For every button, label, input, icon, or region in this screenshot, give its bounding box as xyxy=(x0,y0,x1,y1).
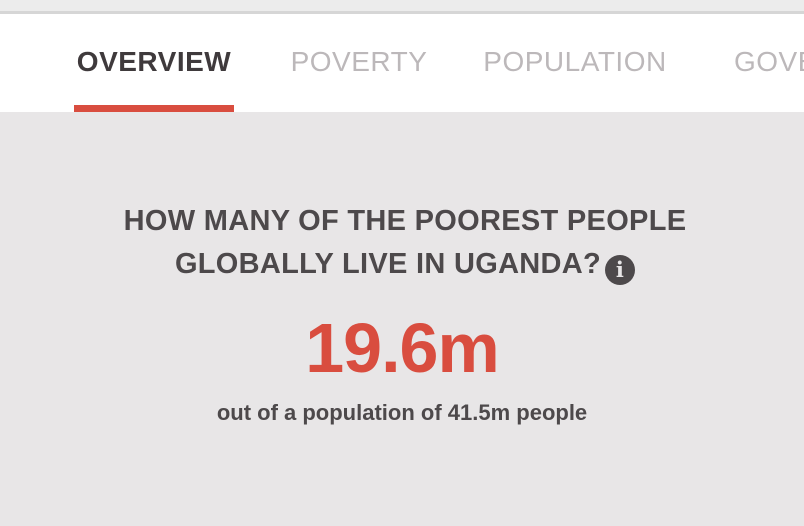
question-line-1: HOW MANY OF THE POOREST PEOPLE xyxy=(123,205,687,237)
tab-poverty[interactable]: POVERTY xyxy=(290,14,428,112)
poorest-people-value: 19.6m xyxy=(305,309,499,387)
question-heading: HOW MANY OF THE POOREST PEOPLE GLOBALLY … xyxy=(60,200,750,286)
tab-overview[interactable]: OVERVIEW xyxy=(74,14,234,112)
top-strip xyxy=(0,0,804,14)
tab-overview-label: OVERVIEW xyxy=(76,46,232,77)
question-line-2: GLOBALLY LIVE IN UGANDA? xyxy=(174,248,602,280)
overview-panel: HOW MANY OF THE POOREST PEOPLE GLOBALLY … xyxy=(0,112,804,526)
tab-population[interactable]: POPULATION xyxy=(483,14,667,112)
population-subtext: out of a population of 41.5m people xyxy=(216,400,588,425)
info-icon[interactable]: i xyxy=(605,255,636,285)
active-tab-indicator xyxy=(74,105,234,112)
tab-bar: OVERVIEW POVERTY POPULATION GOVE xyxy=(0,14,804,112)
tab-population-label: POPULATION xyxy=(483,46,667,77)
tab-government-label: GOVE xyxy=(734,46,804,77)
tab-poverty-label: POVERTY xyxy=(290,46,428,77)
tab-government[interactable]: GOVE xyxy=(734,14,804,112)
